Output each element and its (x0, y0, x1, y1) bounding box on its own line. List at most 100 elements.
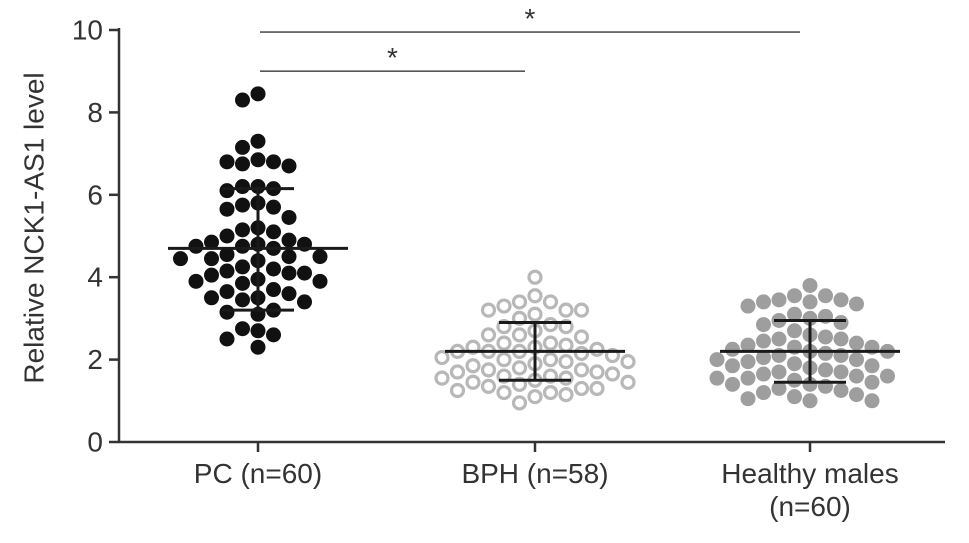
data-point (818, 288, 833, 304)
data-point (297, 294, 312, 310)
data-point (818, 362, 833, 378)
data-point (204, 267, 219, 283)
data-point (250, 152, 266, 168)
significance-annotations: ** (260, 3, 800, 73)
data-point (864, 393, 880, 409)
data-point (250, 339, 266, 355)
data-point (281, 265, 297, 281)
data-point (219, 183, 235, 199)
data-point (787, 288, 802, 304)
data-point (266, 327, 281, 343)
data-point (542, 316, 559, 333)
data-point (756, 385, 771, 401)
data-point (496, 298, 512, 314)
data-point (542, 384, 559, 401)
data-point (573, 329, 590, 345)
data-point (802, 393, 818, 409)
data-point (771, 292, 787, 308)
data-point (511, 327, 528, 343)
data-point (235, 275, 250, 291)
data-point (771, 331, 787, 347)
data-point (833, 383, 849, 398)
data-point (833, 364, 849, 380)
data-point (281, 286, 297, 302)
category-labels: PC (n=60) BPH (n=58) Healthy males(n=60) (194, 458, 899, 522)
data-point (725, 358, 740, 374)
data-point (281, 232, 297, 248)
data-point (219, 331, 235, 347)
data-point (833, 315, 849, 331)
data-point (219, 247, 235, 263)
data-point (219, 304, 235, 320)
data-point (802, 277, 818, 293)
data-point (725, 376, 740, 392)
data-point (480, 378, 497, 394)
data-point (864, 374, 880, 390)
data-point (709, 352, 725, 368)
data-point (756, 294, 771, 310)
data-point (558, 354, 574, 370)
data-point (756, 317, 771, 333)
y-tick-label: 8 (87, 97, 103, 128)
data-point (449, 382, 466, 399)
data-point (725, 341, 740, 357)
data-point (740, 354, 756, 370)
data-point (173, 251, 188, 267)
data-point (849, 387, 864, 403)
y-tick-label: 0 (87, 427, 103, 458)
data-point (496, 352, 512, 368)
data-point (219, 154, 235, 170)
data-point (511, 294, 528, 310)
data-point (740, 298, 756, 314)
data-point (558, 387, 574, 403)
data-point (542, 352, 559, 368)
category-label: PC (n=60) (194, 458, 322, 489)
error-bars (168, 187, 900, 384)
data-point (235, 321, 250, 337)
data-point (480, 362, 497, 378)
data-point (480, 302, 497, 318)
data-point (573, 302, 590, 318)
data-point (219, 201, 235, 217)
data-point (188, 273, 204, 289)
data-point (511, 360, 528, 376)
data-point (188, 238, 204, 254)
data-point (527, 288, 543, 304)
data-point (297, 265, 312, 281)
data-point (558, 337, 574, 353)
data-point (740, 391, 756, 407)
data-point (542, 294, 559, 310)
y-tick-label: 4 (87, 262, 103, 293)
data-point (756, 350, 771, 366)
data-point (620, 354, 636, 370)
data-point (235, 156, 250, 172)
data-point (818, 345, 833, 361)
data-point (204, 251, 219, 267)
data-point (558, 370, 574, 386)
data-point (756, 333, 771, 349)
data-point (465, 358, 481, 374)
y-tick-label: 10 (72, 15, 103, 46)
category-label: (n=60) (769, 491, 851, 522)
data-point (833, 292, 849, 308)
data-points (173, 86, 895, 411)
data-point (527, 269, 543, 285)
data-point (465, 374, 481, 390)
data-point (787, 372, 802, 388)
data-point (219, 228, 235, 244)
data-point (235, 238, 250, 254)
data-point (573, 345, 590, 362)
data-point (771, 380, 787, 396)
data-point (266, 261, 281, 277)
significance-star: * (387, 42, 398, 73)
data-point (235, 92, 250, 108)
data-point (849, 352, 864, 368)
category-label: Healthy males (721, 458, 898, 489)
data-point (802, 294, 818, 310)
data-point (740, 370, 756, 386)
data-point (312, 273, 328, 289)
data-point (266, 199, 281, 215)
y-tick-label: 6 (87, 179, 103, 210)
data-point (235, 197, 250, 213)
